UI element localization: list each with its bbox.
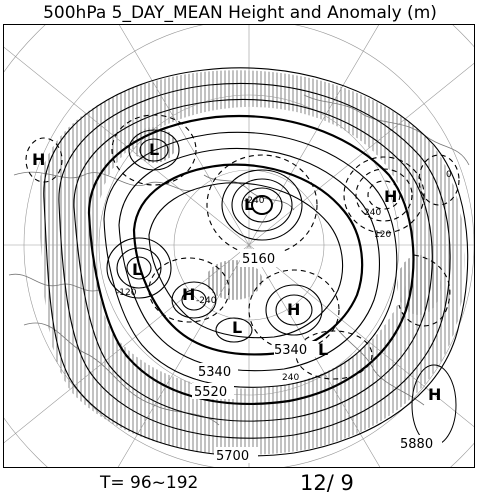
contour-label-5880: 5880: [400, 437, 433, 452]
high-center-mark: H: [428, 385, 441, 404]
low-center-mark: L: [232, 318, 242, 337]
map-canvas: 5160 5340 5340 5520 5700 5880 -240 240 -…: [4, 25, 474, 467]
contour-labels: 5160 5340 5340 5520 5700 5880: [192, 249, 442, 464]
anomaly-blob: [206, 260, 262, 300]
low-center-mark: L: [149, 140, 159, 159]
contour-label-5340-east: 5340: [274, 343, 307, 358]
anomaly-labels: -240 240 -120 120 -240 240 0: [116, 170, 452, 383]
anomaly-contours: [25, 114, 460, 380]
contour-label-5520: 5520: [194, 385, 227, 400]
high-center-mark: H: [384, 187, 397, 206]
high-center-mark: H: [287, 300, 300, 319]
anomaly-label: 0: [446, 170, 452, 180]
contour-label-5340-south: 5340: [198, 365, 231, 380]
valid-period: T= 96~192: [100, 473, 199, 493]
date-label: 12/ 9: [300, 471, 354, 495]
positive-anomaly-region: [38, 70, 465, 455]
anomaly-blob: [132, 127, 176, 163]
pressure-centers: H L L H L H H L L H: [32, 140, 441, 404]
map-panel: 5160 5340 5340 5520 5700 5880 -240 240 -…: [3, 24, 475, 468]
anomaly-label: -240: [196, 296, 217, 306]
low-center-mark: L: [132, 260, 142, 279]
high-center-mark: H: [32, 150, 45, 169]
anomaly-label: -240: [244, 196, 265, 206]
low-center-mark: L: [244, 195, 254, 214]
height-contours: [43, 67, 469, 457]
anomaly-blob: [397, 255, 441, 315]
anomaly-label: -120: [116, 288, 137, 298]
low-center-mark: L: [318, 340, 328, 359]
high-center-mark: H: [182, 285, 195, 304]
chart-title: 500hPa 5_DAY_MEAN Height and Anomaly (m): [0, 0, 480, 26]
title-text: 500hPa 5_DAY_MEAN Height and Anomaly (m): [43, 3, 437, 23]
anomaly-label: 120: [374, 230, 391, 240]
anomaly-label: 240: [364, 208, 381, 218]
contour-label-5160: 5160: [242, 252, 275, 267]
anomaly-label: 240: [282, 373, 299, 383]
contour-label-5700: 5700: [216, 449, 249, 464]
